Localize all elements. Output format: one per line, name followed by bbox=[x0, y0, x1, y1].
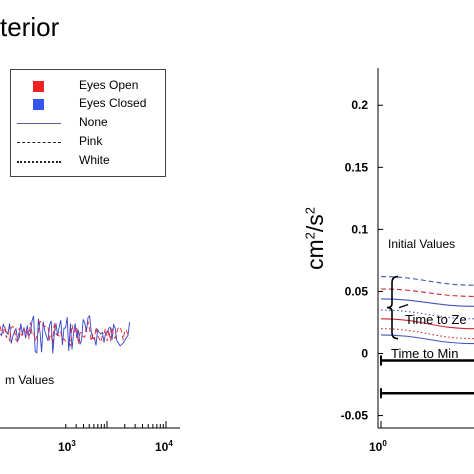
legend-label-none: None bbox=[79, 115, 108, 129]
legend-swatch-eyes-closed bbox=[33, 99, 44, 110]
left-series-trace bbox=[0, 320, 131, 347]
legend-label-white: White bbox=[79, 153, 110, 167]
tick-base: 10 bbox=[58, 440, 72, 454]
time-to-zero-label: Time to Ze bbox=[405, 312, 467, 327]
right-series-curve bbox=[380, 334, 474, 345]
legend-swatch-eyes-open bbox=[33, 81, 44, 92]
legend-label-pink: Pink bbox=[79, 134, 103, 148]
legend-line-solid bbox=[17, 123, 61, 124]
right-y-tick-label: -0.05 bbox=[341, 409, 369, 423]
time-to-min-label: Time to Min bbox=[391, 346, 459, 361]
right-y-axis-label: cm2/s2 bbox=[302, 207, 329, 270]
tick-exp: 3 bbox=[71, 439, 76, 448]
ylabel-sup2: 2 bbox=[302, 206, 318, 215]
right-series-curve bbox=[380, 298, 474, 307]
right-y-tick-label: 0.1 bbox=[351, 222, 368, 236]
right-series-curve bbox=[380, 288, 474, 297]
tick-base: 10 bbox=[155, 440, 169, 454]
ylabel-base: cm bbox=[302, 239, 328, 270]
right-series-curve bbox=[380, 328, 474, 340]
left-annotation: m Values bbox=[5, 373, 55, 387]
right-y-tick-label: 0.2 bbox=[351, 98, 368, 112]
initial-values-label: Initial Values bbox=[388, 237, 456, 251]
right-y-tick-label: 0.05 bbox=[345, 284, 369, 298]
initial-values-brace bbox=[386, 275, 399, 340]
tick-base: 10 bbox=[369, 440, 383, 454]
tick-exp: 4 bbox=[168, 439, 173, 448]
ylabel-mid: /s bbox=[302, 214, 328, 233]
left-x-tick-1000: 103 bbox=[58, 439, 76, 454]
legend-label-eyes-closed: Eyes Closed bbox=[79, 96, 147, 110]
left-x-tick-10000: 104 bbox=[155, 439, 173, 454]
legend-line-dashed bbox=[17, 142, 61, 143]
figure-title: terior bbox=[0, 12, 60, 42]
right-series-curve bbox=[380, 276, 474, 286]
legend-label-eyes-open: Eyes Open bbox=[79, 78, 139, 92]
left-series-trace bbox=[0, 314, 131, 354]
right-y-tick-label: 0.15 bbox=[345, 160, 369, 174]
legend: Eyes Open Eyes Closed None Pink White bbox=[10, 69, 166, 177]
right-y-tick-label: 0 bbox=[361, 347, 368, 361]
right-x-tick-1: 100 bbox=[369, 439, 387, 454]
tick-exp: 0 bbox=[382, 439, 387, 448]
legend-line-dotted bbox=[17, 161, 61, 163]
ylabel-sup1: 2 bbox=[302, 232, 318, 240]
initial-values-pointer bbox=[398, 303, 409, 309]
